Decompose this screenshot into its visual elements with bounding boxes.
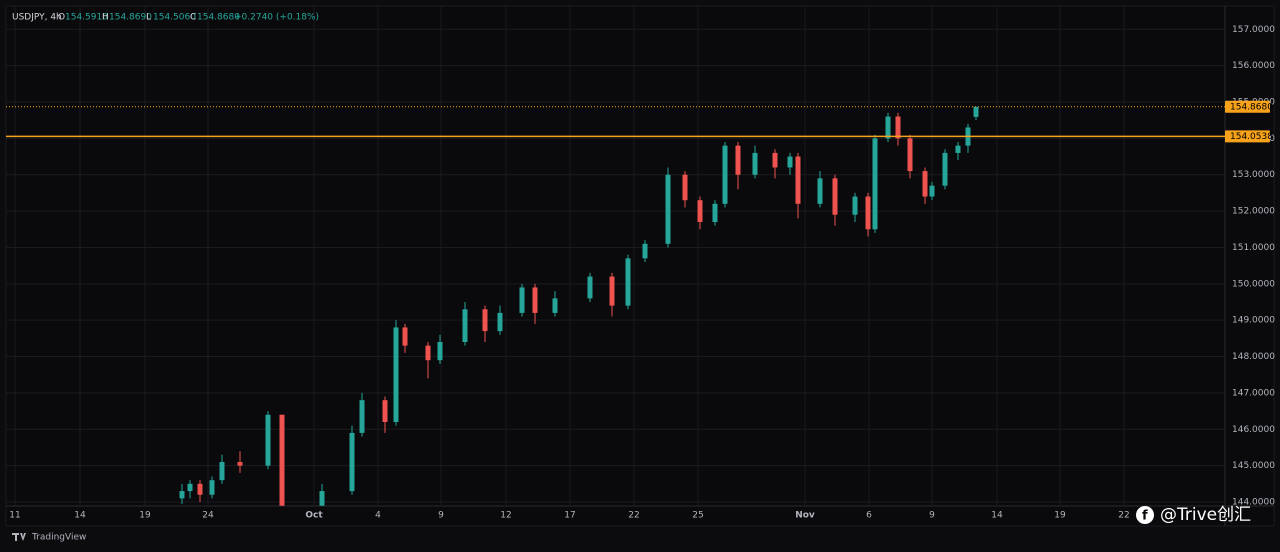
candle-body	[872, 138, 878, 230]
y-tick-label: 157.0000	[1232, 25, 1275, 35]
candle-body	[832, 178, 838, 215]
price-tag	[1225, 130, 1270, 143]
panel	[5, 5, 1275, 527]
y-tick-label: 156.0000	[1232, 61, 1275, 71]
candle-body	[519, 287, 525, 313]
ohlc-key: L	[146, 13, 151, 23]
candle-body	[795, 156, 801, 204]
x-tick-label: 22	[628, 511, 639, 521]
candle-body	[907, 138, 913, 172]
candle-body	[973, 106, 979, 117]
change: +0.2740 (+0.18%)	[234, 13, 319, 23]
candle-body	[359, 400, 365, 433]
ohlc-value: 154.8680	[197, 13, 240, 23]
x-tick-label: 4	[375, 511, 381, 521]
candle-body	[752, 152, 758, 175]
x-tick-label: 9	[929, 511, 935, 521]
candle-body	[665, 174, 671, 244]
candle-body	[197, 483, 203, 495]
candle-body	[922, 171, 928, 197]
candle-body	[425, 345, 431, 361]
watermark: @Trive创汇	[1160, 505, 1251, 525]
candle-body	[817, 178, 823, 204]
candle-body	[462, 309, 468, 342]
candle-body	[682, 174, 688, 201]
candle-body	[625, 258, 631, 306]
candle-body	[179, 491, 185, 499]
candle-body	[722, 145, 728, 204]
candle-body	[497, 312, 503, 332]
brand: TradingView	[31, 533, 86, 543]
candle-body	[895, 116, 901, 139]
brand-logo	[12, 533, 26, 541]
x-tick-label: 9	[438, 511, 444, 521]
candle-body	[265, 414, 271, 466]
price-tag-label: 154.8680	[1230, 102, 1273, 112]
candle-body	[187, 483, 193, 492]
y-tick-label: 149.0000	[1232, 316, 1275, 326]
facebook-icon	[1136, 506, 1154, 524]
x-tick-label: 25	[692, 511, 703, 521]
x-tick-label: 12	[500, 511, 511, 521]
y-tick-label: 147.0000	[1232, 388, 1275, 398]
candle-body	[382, 400, 388, 422]
candle-body	[942, 152, 948, 186]
price-tag	[1225, 100, 1270, 113]
candle-body	[697, 200, 703, 222]
price-tag-label: 154.0538	[1230, 132, 1273, 142]
candle-body	[852, 196, 858, 215]
y-tick-label: 145.0000	[1232, 461, 1275, 471]
y-tick-label: 152.0000	[1232, 207, 1275, 217]
ohlc-key: O	[58, 13, 65, 23]
candle-body	[552, 298, 558, 313]
y-tick-label: 146.0000	[1232, 425, 1275, 435]
candle-body	[712, 203, 718, 222]
candle-body	[929, 185, 935, 197]
y-tick-label: 148.0000	[1232, 352, 1275, 362]
candle-body	[393, 327, 399, 422]
x-tick-label: 24	[202, 511, 214, 521]
candle-body	[237, 462, 243, 466]
candle-body	[955, 145, 961, 153]
y-tick-label: 144.0000	[1232, 498, 1275, 508]
candle-body	[279, 414, 285, 506]
y-tick-label: 150.0000	[1232, 279, 1275, 289]
candle-body	[587, 276, 593, 299]
candle-body	[319, 491, 325, 506]
ohlc-key: C	[190, 13, 196, 23]
candle-body	[349, 432, 355, 492]
candle-body	[885, 116, 891, 139]
candle-body	[787, 156, 793, 168]
x-tick-label: 11	[9, 511, 20, 521]
ohlc-value: 154.5910	[65, 13, 108, 23]
x-tick-label: 17	[564, 511, 575, 521]
y-tick-label: 151.0000	[1232, 243, 1275, 253]
candle-body	[482, 309, 488, 332]
x-tick-label: 14	[991, 511, 1003, 521]
x-tick-label: Oct	[305, 511, 323, 521]
candle-body	[437, 342, 443, 361]
candle-body	[642, 243, 648, 259]
y-tick-label: 153.0000	[1232, 170, 1275, 180]
x-tick-label: 19	[1054, 511, 1066, 521]
ohlc-value: 154.8690	[109, 13, 152, 23]
candle-body	[735, 145, 741, 175]
candle-body	[219, 462, 225, 481]
candle-body	[772, 152, 778, 168]
candle-body	[402, 327, 408, 346]
ohlc-key: H	[102, 13, 109, 23]
x-tick-label: 6	[866, 511, 872, 521]
x-tick-label: Nov	[795, 511, 815, 521]
x-tick-label: 22	[1118, 511, 1129, 521]
symbol: USDJPY, 4h	[12, 13, 62, 23]
candle-body	[532, 287, 538, 313]
candle-body	[609, 276, 615, 306]
x-tick-label: 19	[139, 511, 151, 521]
ohlc-value: 154.5060	[153, 13, 196, 23]
facebook-f: f	[1142, 509, 1148, 524]
candle-body	[209, 480, 215, 495]
x-tick-label: 14	[74, 511, 86, 521]
candle-body	[865, 196, 871, 230]
